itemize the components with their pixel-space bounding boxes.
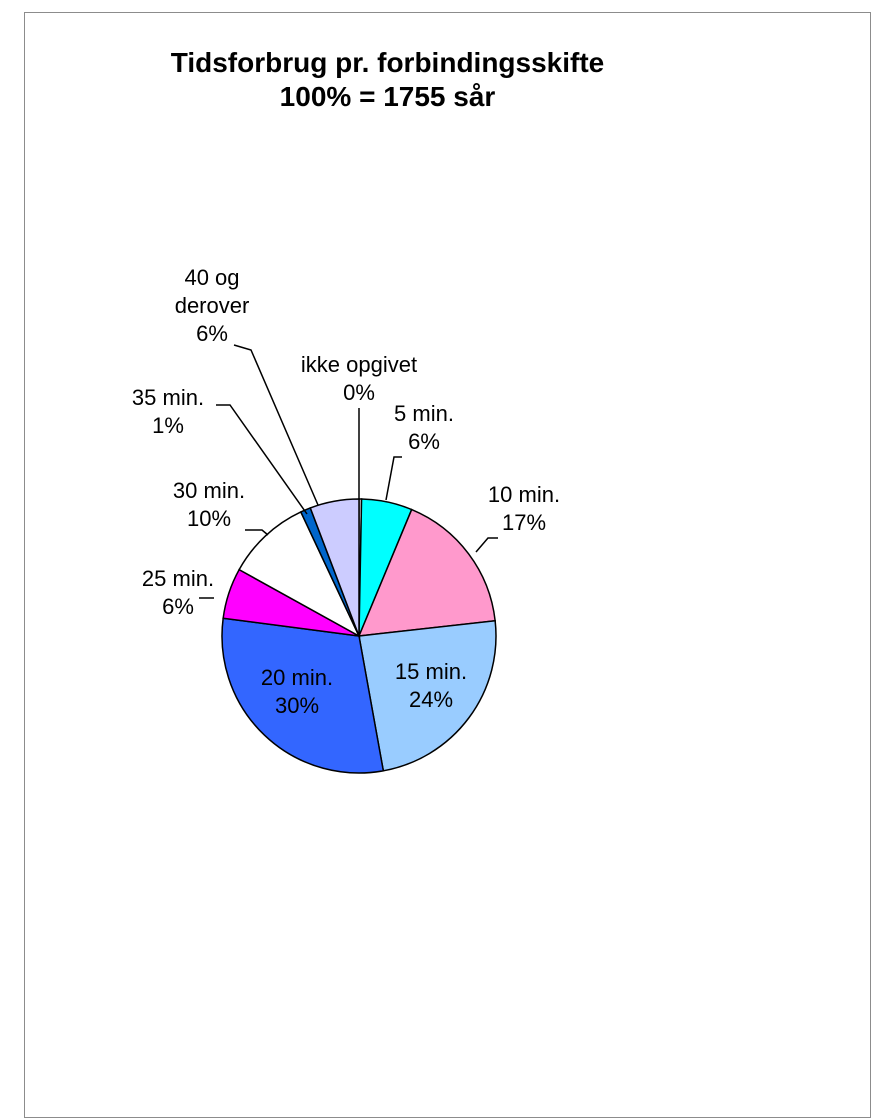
pie-slice-2 [357,508,496,637]
chart-title: Tidsforbrug pr. forbindingsskifte [170,47,605,78]
leader-line-2 [475,537,498,553]
slice-pct-label: 24% [409,687,453,712]
leader-line-8 [233,344,319,506]
slice-category-label: 20 min. [261,665,333,690]
slice-label-6: 30 min. 10% [173,478,245,531]
leader-line-7 [216,404,308,515]
slice-label-2: 10 min. 17% [488,482,560,535]
slice-category-label: 35 min. [132,385,204,410]
slice-pct-label: 0% [343,380,375,405]
pie-slice-4 [221,617,385,774]
slice-label-8: 40 og derover 6% [175,265,250,346]
slice-pct-label: 10% [187,506,231,531]
pie-slice-6 [238,510,361,638]
pie-slice-3 [358,619,497,772]
slice-category-label: 30 min. [173,478,245,503]
slice-pct-label: 1% [152,413,184,438]
slice-pct-label: 6% [162,594,194,619]
slice-label-0: ikke opgivet 0% [301,352,417,405]
slice-pct-label: 6% [196,321,228,346]
slice-category-label: 25 min. [142,566,214,591]
leader-line-6 [245,529,269,536]
slice-category-label: 40 og [184,265,239,290]
slice-pct-label: 30% [275,693,319,718]
slice-category-label: 15 min. [395,659,467,684]
leader-line-1 [385,456,402,501]
slice-category-label: derover [175,293,250,318]
slice-pct-label: 6% [408,429,440,454]
slice-category-label: ikke opgivet [301,352,417,377]
slice-label-1: 5 min. 6% [394,401,454,454]
slice-label-5: 25 min. 6% [142,566,214,619]
slice-category-label: 5 min. [394,401,454,426]
slice-label-3: 15 min. 24% [395,659,467,712]
slice-label-4: 20 min. 30% [261,665,333,718]
chart-subtitle: 100% = 1755 sår [279,81,496,112]
slice-pct-label: 17% [502,510,546,535]
slice-category-label: 10 min. [488,482,560,507]
slice-label-7: 35 min. 1% [132,385,204,438]
